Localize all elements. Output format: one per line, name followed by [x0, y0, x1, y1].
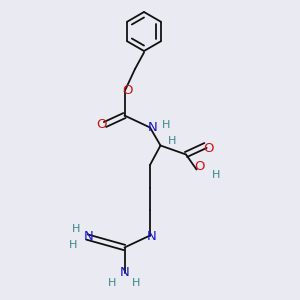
Text: N: N: [147, 230, 156, 244]
Text: H: H: [132, 278, 141, 289]
Text: H: H: [212, 170, 220, 181]
Text: O: O: [122, 83, 133, 97]
Text: H: H: [108, 278, 117, 289]
Text: O: O: [203, 142, 214, 155]
Text: H: H: [168, 136, 177, 146]
Text: O: O: [194, 160, 205, 173]
Text: N: N: [84, 230, 93, 244]
Text: N: N: [148, 121, 158, 134]
Text: N: N: [120, 266, 129, 280]
Text: O: O: [97, 118, 107, 131]
Text: H: H: [162, 119, 171, 130]
Text: H: H: [69, 239, 78, 250]
Text: H: H: [72, 224, 81, 235]
